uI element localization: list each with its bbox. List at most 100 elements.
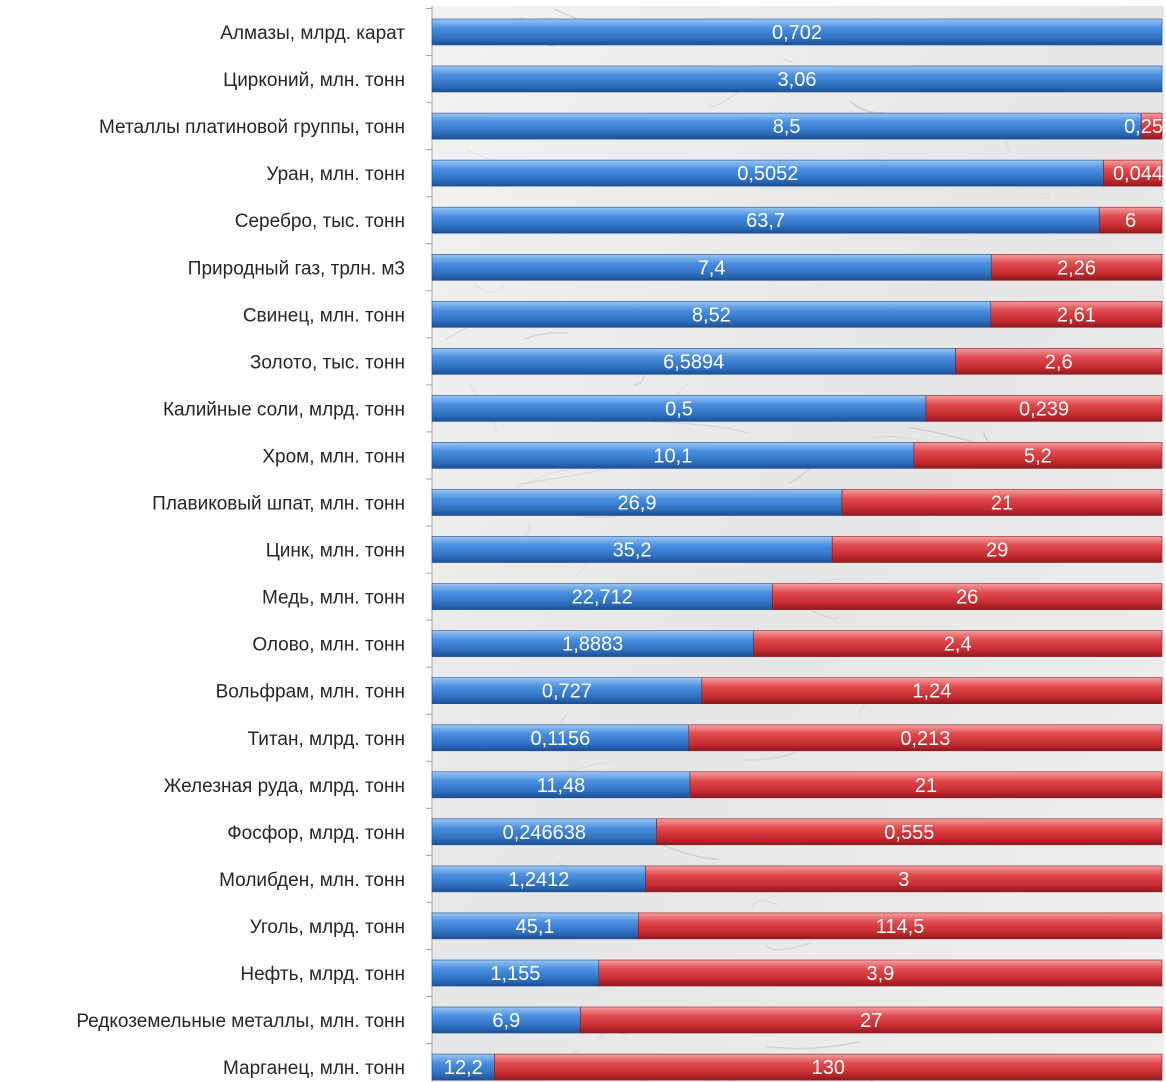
marble-vein [809,609,839,619]
category-label: Железная руда, млрд. тонн [164,776,405,797]
bar-segment-series-2 [1098,206,1163,234]
data-label-series-2: 130 [812,1057,845,1079]
data-label-series-2: 2,61 [1057,304,1096,326]
data-label-series-1: 26,9 [618,493,657,515]
data-label-series-1: 6,9 [492,1010,520,1032]
bar-segment-series-2 [688,724,1163,752]
bar-segment-series-1 [431,912,639,940]
category-label: Вольфрам, млн. тонн [216,682,405,703]
data-label-series-2: 21 [915,775,937,797]
category-label: Уголь, млрд. тонн [250,917,405,938]
bar-segment-series-2 [913,442,1163,469]
category-label: Цирконий, млн. тонн [223,70,405,91]
bar-segment-series-1 [431,489,843,516]
data-label-series-1: 8,5 [773,116,801,138]
bar-segment-series-1 [431,677,703,705]
data-label-series-1: 10,1 [653,445,692,467]
bar-segment-series-2 [701,677,1163,705]
data-label-series-2: 3,9 [866,963,894,985]
data-label-series-2: 0,213 [900,728,950,750]
bar-segment-series-2 [831,536,1163,563]
category-labels: Алмазы, млрд. карат Цирконий, млн. тонн Ме… [76,23,405,1079]
bar-segment-series-2 [841,489,1163,516]
category-label: Природный газ, трлн. м3 [188,258,405,279]
data-label-series-1: 35,2 [613,540,652,562]
category-label: Уран, млн. тонн [266,164,405,185]
data-label-series-1: 0,727 [542,681,592,703]
bar-segment-series-2 [494,1053,1163,1081]
bar-segment-series-2 [689,771,1163,799]
bar-segment-series-2 [990,254,1163,281]
bar-segment-series-2 [580,1006,1163,1034]
bar-segment-series-2 [1103,159,1163,187]
marble-vein [466,149,492,162]
bar-segment-series-2 [1140,112,1163,140]
bar-segment-series-2 [637,912,1163,940]
data-label-series-1: 0,5052 [737,163,798,185]
data-label-series-1: 0,702 [772,22,822,44]
data-label-series-1: 8,52 [692,304,731,326]
bar-series [431,18,1163,1081]
category-label: Свинец, млн. тонн [243,305,405,326]
data-label-series-2: 0,239 [1019,398,1069,420]
bar-segment-series-2 [925,395,1163,422]
category-axis-ticks [426,8,432,1045]
data-label-series-2: 2,26 [1057,257,1096,279]
bar-segment-series-2 [598,959,1163,987]
data-label-series-2: 6 [1125,210,1136,232]
data-label-series-1: 0,1156 [531,728,591,750]
bar-segment-series-1 [431,300,992,328]
bar-segment-series-1 [431,65,1163,93]
data-labels: 0,702 3,06 8,5 0,25 0,5052 0,044 63,7 6 7,4 2,26 8… [444,22,1163,1079]
data-label-series-1: 1,2412 [508,869,569,891]
data-label-series-1: 0,5 [665,398,693,420]
bar-segment-series-1 [431,112,1142,140]
bar-segment-series-1 [431,865,646,893]
bar-segment-series-1 [431,206,1100,234]
data-label-series-2: 0,044 [1113,163,1163,185]
data-label-series-2: 2,4 [944,634,972,656]
marble-vein [751,900,777,909]
data-label-series-1: 1,8883 [562,634,623,656]
category-label: Серебро, тыс. тонн [235,211,405,232]
marble-vein [583,515,618,519]
bar-segment-series-2 [645,865,1163,893]
bar-segment-series-1 [431,1053,495,1081]
category-label: Титан, млрд. тонн [248,729,405,750]
bar-segment-series-2 [990,300,1163,328]
data-label-series-2: 27 [860,1010,882,1032]
data-label-series-2: 0,555 [884,822,934,844]
data-label-series-2: 0,25 [1124,116,1163,138]
data-label-series-1: 0,246638 [503,822,586,844]
data-label-series-2: 114,5 [876,916,925,938]
category-label: Фосфор, млрд. тонн [227,823,405,844]
category-label: Цинк, млн. тонн [266,541,405,562]
category-label: Молибден, млн. тонн [219,870,405,891]
bar-segment-series-1 [431,442,915,469]
bar-segment-series-2 [772,583,1163,610]
category-label: Медь, млн. тонн [262,588,405,609]
category-label: Нефть, млрд. тонн [240,964,405,985]
marble-vein [473,282,506,293]
bar-segment-series-1 [431,724,690,752]
category-label: Олово, млн. тонн [252,635,405,656]
data-label-series-1: 45,1 [516,916,555,938]
bar-segment-series-1 [431,771,691,799]
bar-segment-series-1 [431,1006,581,1034]
marble-vein [766,1040,861,1050]
data-label-series-1: 7,4 [698,257,726,279]
data-label-series-2: 2,6 [1045,351,1073,373]
marble-vein [764,942,812,951]
bar-segment-series-1 [431,630,754,657]
bar-segment-series-1 [431,18,1163,46]
data-label-series-1: 63,7 [746,210,785,232]
data-label-series-2: 5,2 [1024,445,1052,467]
data-label-series-2: 29 [986,540,1008,562]
bar-segment-series-2 [656,818,1163,846]
data-label-series-1: 6,5894 [663,351,724,373]
category-label: Золото, тыс. тонн [250,352,405,373]
data-label-series-1: 1,155 [490,963,540,985]
bar-segment-series-1 [431,159,1104,187]
category-label: Металлы платиновой группы, тонн [99,117,405,138]
